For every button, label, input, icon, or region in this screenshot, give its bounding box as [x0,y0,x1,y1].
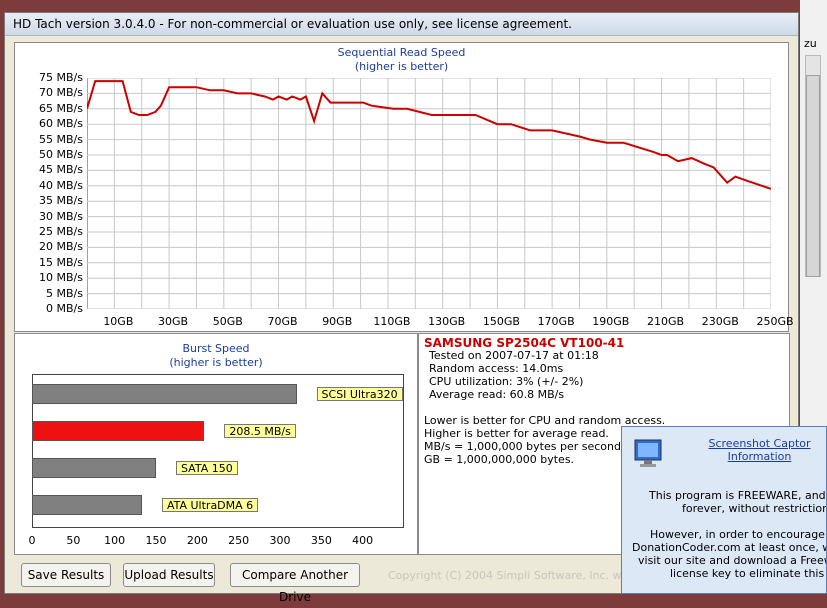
note-line: MB/s = 1,000,000 bytes per second. [424,440,625,453]
y-tick-label: 40 MB/s [39,178,83,192]
burst-x-tick-label: 350 [310,534,332,547]
seq-chart-plot [87,78,771,309]
compare-drive-button[interactable]: Compare Another Drive [230,563,360,604]
y-tick-label: 20 MB/s [39,240,83,254]
screenshot-captor-link[interactable]: Screenshot Captor [708,437,811,450]
y-tick-label: 30 MB/s [39,209,83,223]
sequential-read-panel: Sequential Read Speed (higher is better)… [14,42,794,332]
x-tick-label: 150GB [482,315,520,328]
burst-bar [32,421,205,441]
read-speed-line [87,80,771,190]
note-line: Lower is better for CPU and random acces… [424,414,666,427]
x-tick-label: 30GB [158,315,189,328]
x-tick-label: 190GB [592,315,630,328]
title-bar[interactable]: HD Tach version 3.0.4.0 - For non-commer… [5,13,798,36]
average-read: Average read: 60.8 MB/s [429,388,565,401]
burst-bar [32,384,297,404]
popup-text: This program is FREEWARE, and car [649,489,827,502]
background-text: zu [804,37,817,50]
cpu-utilization: CPU utilization: 3% (+/- 2%) [429,375,584,388]
burst-plot-frame [32,374,404,528]
y-tick-label: 75 MB/s [39,71,83,84]
x-tick-label: 50GB [212,315,243,328]
x-tick-label: 110GB [373,315,411,328]
burst-x-tick-label: 100 [104,534,126,547]
x-tick-label: 210GB [647,315,685,328]
copyright-text: Copyright (C) 2004 Simpli Software, Inc.… [388,569,662,582]
popup-text: DonationCoder.com at least once, we req [632,541,826,554]
y-tick-label: 50 MB/s [39,148,83,161]
x-tick-label: 10GB [103,315,134,328]
burst-chart-subtitle: (higher is better) [169,356,263,369]
burst-x-tick-label: 400 [352,534,374,547]
y-tick-label: 5 MB/s [46,286,83,300]
burst-x-tick-label: 200 [186,534,208,547]
drive-name: SAMSUNG SP2504C VT100-41 [424,336,625,350]
y-tick-label: 60 MB/s [39,117,83,131]
y-tick-label: 45 MB/s [39,163,83,177]
note-line: GB = 1,000,000,000 bytes. [424,453,575,466]
burst-chart-title: Burst Speed [182,342,250,355]
y-tick-label: 15 MB/s [39,255,83,269]
note-line: Higher is better for average read. [424,427,609,440]
burst-x-tick-label: 150 [145,534,167,547]
burst-x-tick-label: 0 [28,534,36,547]
window-title: HD Tach version 3.0.4.0 - For non-commer… [13,17,572,31]
burst-bar-label: SCSI Ultra320 [316,387,403,401]
information-link[interactable]: Information [727,450,792,463]
burst-bar-label: 208.5 MB/s [224,424,296,438]
random-access: Random access: 14.0ms [429,362,564,375]
x-tick-label: 90GB [322,315,353,328]
seq-chart-subtitle: (higher is better) [354,60,449,73]
monitor-icon [634,439,662,467]
popup-text: visit our site and download a Freeware o… [638,554,826,567]
burst-x-tick-label: 300 [269,534,291,547]
burst-bar [32,495,142,515]
burst-bar [32,458,156,478]
x-tick-label: 130GB [428,315,466,328]
popup-text: license key to eliminate this messa [670,567,826,580]
screenshot-captor-popup: Screenshot Captor Information This progr… [621,426,827,594]
y-tick-label: 65 MB/s [39,101,83,115]
upload-results-button[interactable]: Upload Results [123,563,215,587]
burst-speed-panel: Burst Speed (higher is better) SCSI Ultr… [14,333,418,555]
burst-bar-label: SATA 150 [176,461,238,475]
seq-chart-title: Sequential Read Speed [337,46,466,59]
y-tick-label: 25 MB/s [39,225,83,238]
background-scrollbar-thumb[interactable] [806,75,820,277]
y-tick-label: 70 MB/s [39,86,83,100]
test-date: Tested on 2007-07-17 at 01:18 [429,349,599,362]
plot-frame [87,78,771,309]
burst-x-tick-label: 50 [66,534,81,547]
x-tick-label: 70GB [267,315,298,328]
popup-text: forever, without restriction. [682,502,827,515]
y-tick-label: 10 MB/s [39,271,83,285]
x-tick-label: 230GB [701,315,739,328]
burst-bar-label: ATA UltraDMA 6 [161,498,259,512]
x-tick-label: 250GB [756,315,794,328]
y-tick-label: 35 MB/s [39,194,83,208]
y-tick-label: 55 MB/s [39,132,83,146]
save-results-button[interactable]: Save Results [21,563,111,587]
x-tick-label: 170GB [537,315,575,328]
popup-text: However, in order to encourage peop [650,528,826,541]
burst-x-tick-label: 250 [228,534,250,547]
y-tick-label: 0 MB/s [46,302,83,315]
